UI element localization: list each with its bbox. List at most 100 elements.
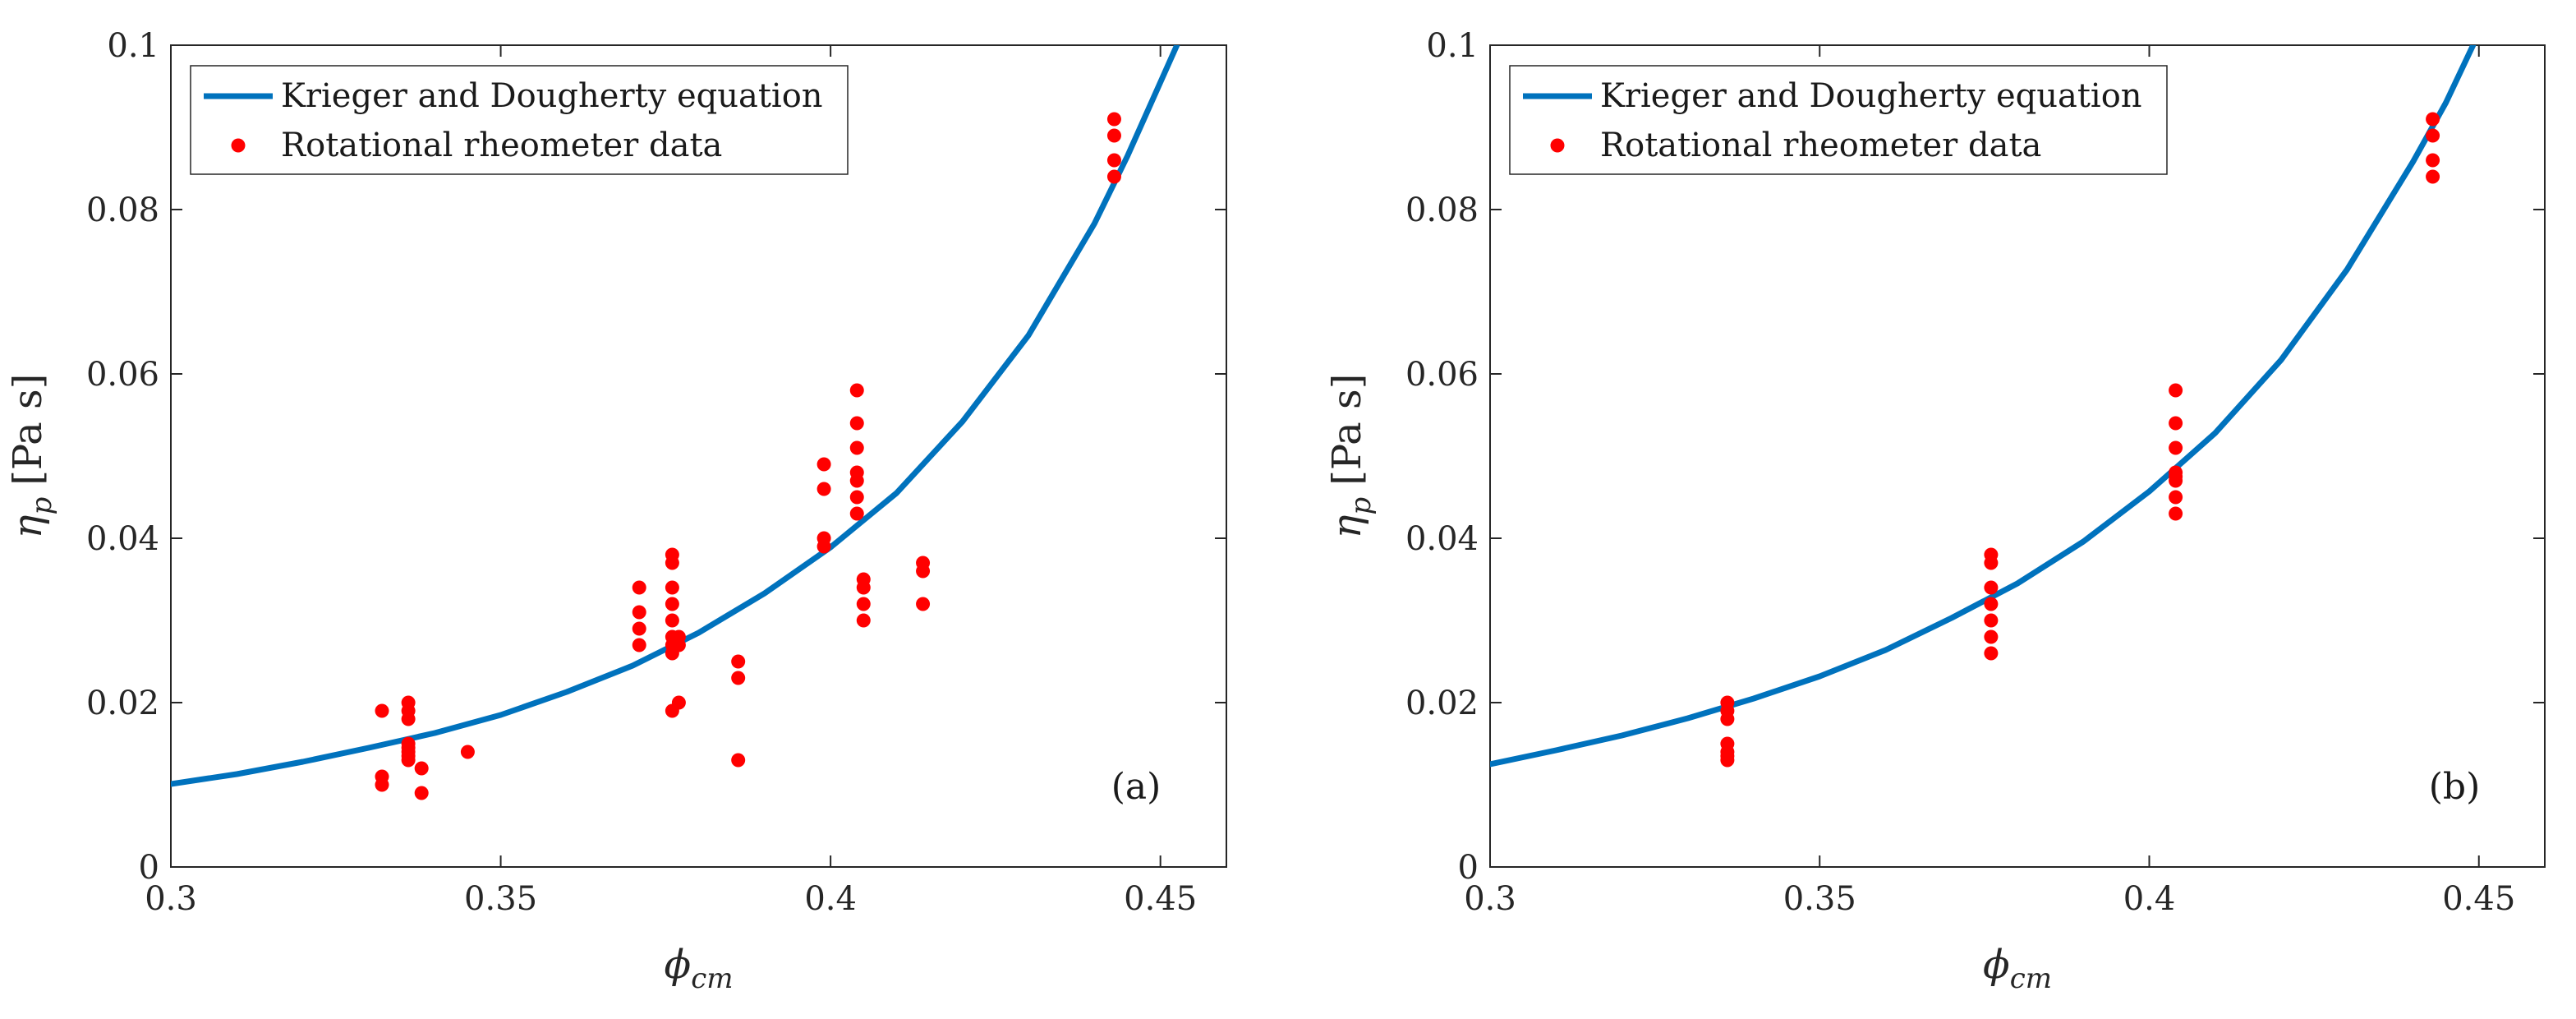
data-point — [731, 654, 746, 669]
data-point — [1984, 629, 1999, 644]
data-point — [1106, 128, 1121, 143]
data-point — [849, 473, 864, 488]
data-point — [2169, 440, 2183, 455]
legend-entry-label: Krieger and Dougherty equation — [1600, 77, 2142, 115]
y-axis-label: ηp [Pa s] — [5, 374, 58, 539]
x-axis-subscript: cm — [691, 962, 733, 995]
x-tick-label: 0.4 — [804, 880, 857, 918]
x-tick-label: 0.35 — [464, 880, 537, 918]
y-axis-subscript: p — [1345, 497, 1378, 515]
data-point — [731, 671, 746, 685]
y-tick-label: 0.06 — [1405, 356, 1479, 394]
y-tick-label: 0.04 — [86, 520, 159, 558]
x-axis-subscript: cm — [2010, 962, 2052, 995]
panel-label: (b) — [2429, 766, 2481, 808]
data-point — [671, 695, 686, 710]
data-point — [856, 597, 871, 611]
data-point — [671, 638, 686, 652]
data-point — [1984, 597, 1999, 611]
plot-area — [170, 44, 1227, 868]
y-tick-label: 0.08 — [86, 191, 159, 229]
legend: Krieger and Dougherty equation Rotational… — [190, 65, 849, 175]
data-point — [414, 786, 429, 800]
data-point — [849, 440, 864, 455]
data-point — [2169, 469, 2183, 484]
legend-marker-swatch — [231, 138, 246, 153]
data-point — [414, 761, 429, 776]
data-point — [1106, 112, 1121, 127]
x-axis-symbol: ϕ — [1983, 942, 2010, 988]
x-axis-label: ϕcm — [1983, 942, 2052, 995]
data-point — [1106, 153, 1121, 168]
chart-panel-a: 0.3 0.35 0.4 0.45 0 0.02 0.04 0.06 0.08 0.1 ϕcm ηp [… — [5, 27, 1227, 995]
legend-entry-label: Rotational rheometer data — [1600, 127, 2041, 164]
panel-label: (a) — [1111, 766, 1162, 808]
legend-entry-label: Rotational rheometer data — [281, 127, 722, 164]
x-tick-label: 0.45 — [1124, 880, 1197, 918]
data-point — [632, 638, 646, 652]
data-point — [2169, 506, 2183, 521]
data-point — [916, 564, 931, 579]
x-tick-label: 0.4 — [2123, 880, 2176, 918]
data-point — [1984, 613, 1999, 628]
data-point — [849, 490, 864, 505]
data-point — [665, 597, 679, 611]
x-tick-label: 0.3 — [145, 880, 197, 918]
data-point — [375, 703, 389, 718]
legend: Krieger and Dougherty equation Rotational… — [1509, 65, 2168, 175]
data-point — [401, 712, 416, 726]
data-point — [916, 597, 931, 611]
data-point — [665, 613, 679, 628]
data-point — [1984, 646, 1999, 661]
data-point — [2169, 383, 2183, 398]
data-point — [632, 605, 646, 620]
data-point — [1984, 580, 1999, 595]
legend-box — [1509, 65, 2168, 175]
data-point — [375, 777, 389, 792]
data-point — [856, 613, 871, 628]
x-axis-label: ϕcm — [664, 942, 733, 995]
data-point — [665, 580, 679, 595]
y-axis-label: ηp [Pa s] — [1324, 374, 1378, 539]
x-tick-label: 0.35 — [1783, 880, 1856, 918]
data-point — [849, 506, 864, 521]
y-tick-label: 0.1 — [107, 27, 159, 65]
data-point — [2426, 153, 2440, 168]
y-tick-label: 0.08 — [1405, 191, 1479, 229]
data-point — [2426, 128, 2440, 143]
data-point — [2169, 490, 2183, 505]
series-line-krieger-dougherty — [171, 45, 1180, 787]
plot-area — [1489, 44, 2546, 868]
y-tick-label: 0.02 — [86, 685, 159, 722]
plot-data — [171, 45, 1180, 800]
y-tick-label: 0.06 — [86, 356, 159, 394]
data-point — [816, 482, 831, 496]
chart-panel-b: 0.3 0.35 0.4 0.45 0 0.02 0.04 0.06 0.08 0.1 ϕcm ηp [… — [1324, 27, 2546, 995]
x-tick-label: 0.45 — [2442, 880, 2515, 918]
x-tick-label: 0.3 — [1464, 880, 1516, 918]
y-tick-label: 0 — [1458, 849, 1479, 887]
series-line-krieger-dougherty — [1490, 45, 2477, 768]
data-point — [2426, 112, 2440, 127]
legend-box — [190, 65, 849, 175]
data-point — [401, 749, 416, 763]
data-point — [849, 416, 864, 431]
data-point — [1720, 753, 1735, 768]
data-point — [665, 556, 679, 570]
legend-marker-swatch — [1550, 138, 1565, 153]
y-axis-subscript: p — [25, 497, 58, 515]
data-point — [2426, 169, 2440, 184]
data-point — [1720, 712, 1735, 726]
data-point — [816, 457, 831, 472]
data-point — [460, 745, 475, 759]
y-axis-unit: [Pa s] — [1324, 374, 1370, 486]
data-point — [816, 539, 831, 554]
y-tick-label: 0.1 — [1426, 27, 1479, 65]
y-tick-label: 0.02 — [1405, 685, 1479, 722]
x-axis-symbol: ϕ — [664, 942, 691, 988]
data-point — [1984, 556, 1999, 570]
data-point — [632, 580, 646, 595]
y-axis-unit: [Pa s] — [5, 374, 51, 486]
legend-entry-label: Krieger and Dougherty equation — [281, 77, 823, 115]
data-point — [2169, 416, 2183, 431]
